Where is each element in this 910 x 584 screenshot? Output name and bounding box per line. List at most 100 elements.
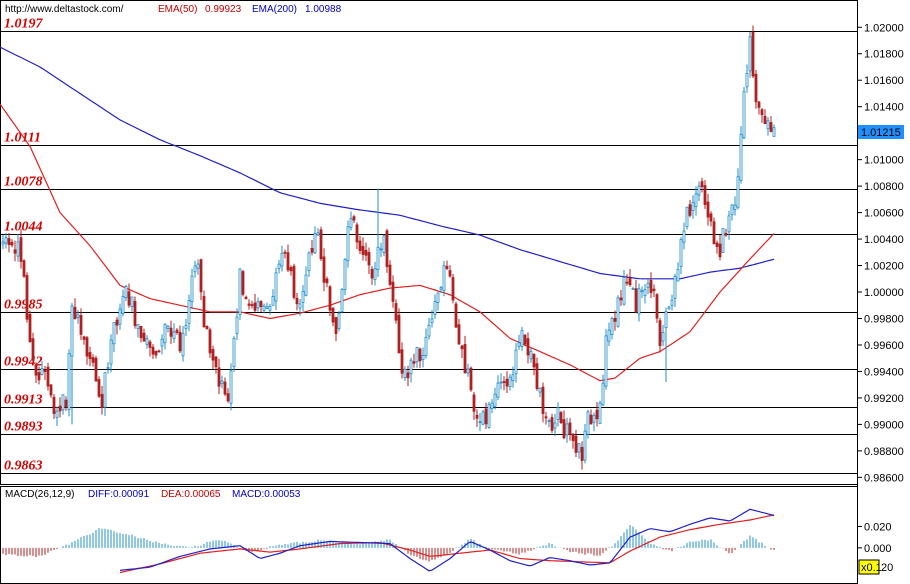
candle-body: [535, 363, 539, 389]
candle-body: [646, 282, 650, 288]
candle-body: [385, 230, 389, 268]
candle-body: [739, 133, 743, 181]
candle-body: [160, 338, 164, 347]
candle-body: [667, 306, 671, 310]
candle-body: [1, 241, 5, 245]
candle-body: [736, 176, 740, 208]
candle-body: [595, 409, 599, 420]
candle-body: [292, 265, 296, 298]
candle-body: [538, 387, 542, 393]
candle-body: [115, 319, 119, 326]
candle-body: [679, 239, 683, 267]
candle-body: [184, 325, 188, 330]
level-label: 0.9985: [4, 298, 43, 313]
candle-body: [370, 268, 374, 279]
candle-body: [631, 288, 635, 290]
candle-body: [34, 364, 38, 376]
candle-body: [685, 206, 689, 227]
macd-axis-ticks: 0.020 0.000: [857, 521, 892, 555]
price-tick-label: 0.99400: [864, 366, 904, 378]
candle-body: [148, 341, 152, 348]
candle-body: [130, 296, 134, 308]
candle-body: [337, 313, 341, 329]
price-tick-label: 0.98800: [864, 446, 904, 458]
macd-tick-label: 0.020: [864, 521, 892, 533]
candle-body: [223, 381, 227, 395]
candle-body: [193, 265, 197, 273]
candle-body: [190, 275, 194, 303]
source-url[interactable]: http://www.deltastock.com/: [5, 4, 124, 15]
candle-body: [163, 323, 167, 344]
price-tick-label: 1.00000: [864, 287, 904, 299]
ema200-legend-value: 1.00988: [305, 4, 342, 15]
candle-body: [109, 339, 113, 365]
candle-body: [340, 289, 344, 313]
candle-body: [106, 366, 110, 369]
candle-body: [520, 330, 524, 347]
candle-body: [364, 249, 368, 256]
candle-body: [700, 181, 704, 188]
candle-body: [559, 412, 563, 424]
price-tick-label: 1.00200: [864, 261, 904, 273]
candle-body: [655, 294, 659, 319]
candle-body: [565, 423, 569, 436]
candle-body: [394, 303, 398, 321]
candle-body: [730, 204, 734, 216]
candle-body: [208, 329, 212, 354]
candle-body: [418, 348, 422, 362]
candle-body: [640, 290, 644, 293]
candle-body: [328, 286, 332, 311]
candle-body: [151, 346, 155, 355]
candle-body: [607, 329, 611, 342]
candle-body: [481, 411, 485, 425]
ema50-legend-value: 0.99923: [205, 4, 242, 15]
macd-lines: [119, 508, 775, 574]
price-tick-label: 1.02000: [864, 22, 904, 34]
ema200-line: [0, 46, 775, 280]
price-tick-label: 1.01600: [864, 75, 904, 87]
candle-body: [628, 277, 632, 286]
candle-body: [616, 297, 620, 327]
candle-body: [586, 411, 590, 435]
candle-body: [283, 251, 287, 254]
candle-body: [712, 221, 716, 244]
candle-body: [4, 237, 8, 244]
candle-body: [301, 290, 305, 303]
candle-body: [472, 394, 476, 412]
candle-body: [31, 338, 35, 361]
candle-body: [718, 243, 722, 258]
level-label: 1.0078: [4, 175, 43, 190]
candle-body: [16, 241, 20, 257]
candle-body: [88, 352, 92, 359]
candle-body: [310, 248, 314, 253]
price-panel-frame: [0, 0, 858, 485]
price-tick-label: 0.99600: [864, 340, 904, 352]
candle-body: [613, 317, 617, 322]
candle-body: [118, 308, 122, 325]
candle-body: [661, 332, 665, 342]
candle-body: [355, 224, 359, 243]
zoom-badge-bg[interactable]: [858, 559, 880, 575]
candle-body: [361, 245, 365, 255]
candle-body: [400, 349, 404, 374]
candle-body: [7, 238, 11, 245]
candle-body: [277, 263, 281, 269]
candle-body: [247, 303, 251, 306]
candle-body: [91, 357, 95, 363]
zoom-badge[interactable]: x0.1: [861, 562, 882, 574]
candle-body: [556, 407, 560, 420]
candle-body: [562, 419, 566, 439]
candle-body: [748, 36, 752, 72]
candle-body: [760, 109, 764, 115]
candle-body: [46, 366, 50, 387]
price-tick-label: 1.00600: [864, 208, 904, 220]
price-tick-label: 0.99000: [864, 419, 904, 431]
candle-body: [142, 332, 146, 342]
candle-body: [67, 353, 71, 410]
candle-body: [745, 73, 749, 88]
candle-body: [475, 414, 479, 419]
candle-body: [289, 267, 293, 272]
candle-body: [28, 313, 32, 343]
